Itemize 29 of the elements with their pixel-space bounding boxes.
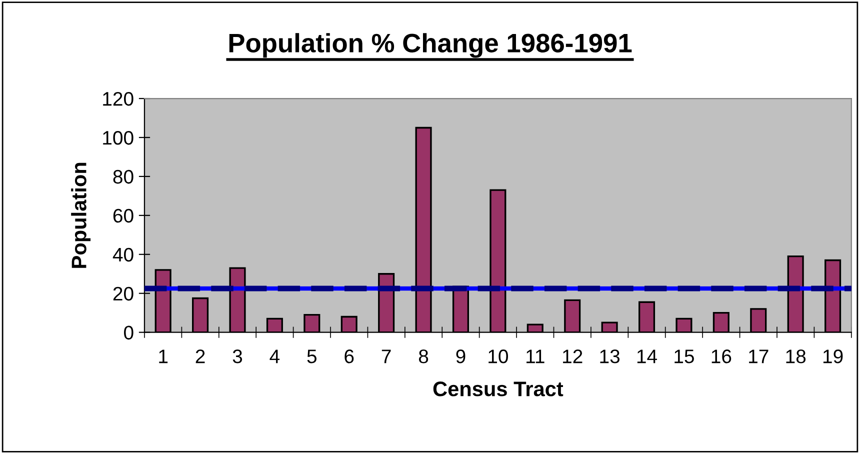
x-tick-label: 5 xyxy=(307,350,316,364)
x-tick-label: 11 xyxy=(526,350,544,364)
x-tick-label: 6 xyxy=(344,350,354,364)
x-axis-title: Census Tract xyxy=(433,382,564,396)
x-tick-label: 18 xyxy=(786,350,806,364)
x-tick-label: 1 xyxy=(159,350,168,364)
y-tick-label: 60 xyxy=(113,208,134,223)
y-tick-label: 120 xyxy=(103,92,134,106)
x-tick-label: 7 xyxy=(382,350,391,364)
y-axis-title: Population xyxy=(71,162,91,268)
x-tick-label: 14 xyxy=(637,350,658,364)
x-tick-label: 8 xyxy=(418,350,428,364)
x-tick-label: 2 xyxy=(196,350,205,364)
x-tick-label: 15 xyxy=(674,350,694,364)
x-tick-label: 12 xyxy=(563,350,582,364)
x-tick-label: 16 xyxy=(712,350,732,364)
y-tick-label: 100 xyxy=(103,130,134,145)
x-tick-label: 10 xyxy=(488,350,508,364)
y-tick-label: 0 xyxy=(124,326,134,340)
y-tick-label: 80 xyxy=(113,170,134,184)
x-tick-label: 3 xyxy=(232,350,242,364)
y-tick-label: 40 xyxy=(112,248,134,262)
x-tick-label: 4 xyxy=(270,350,280,364)
chart-title: Population % Change 1986-1991 xyxy=(229,33,632,58)
y-tick-label: 20 xyxy=(113,286,134,301)
x-tick-label: 13 xyxy=(600,350,620,364)
x-tick-label: 19 xyxy=(823,350,843,364)
x-tick-label: 17 xyxy=(749,350,768,364)
x-tick-label: 9 xyxy=(456,350,466,364)
